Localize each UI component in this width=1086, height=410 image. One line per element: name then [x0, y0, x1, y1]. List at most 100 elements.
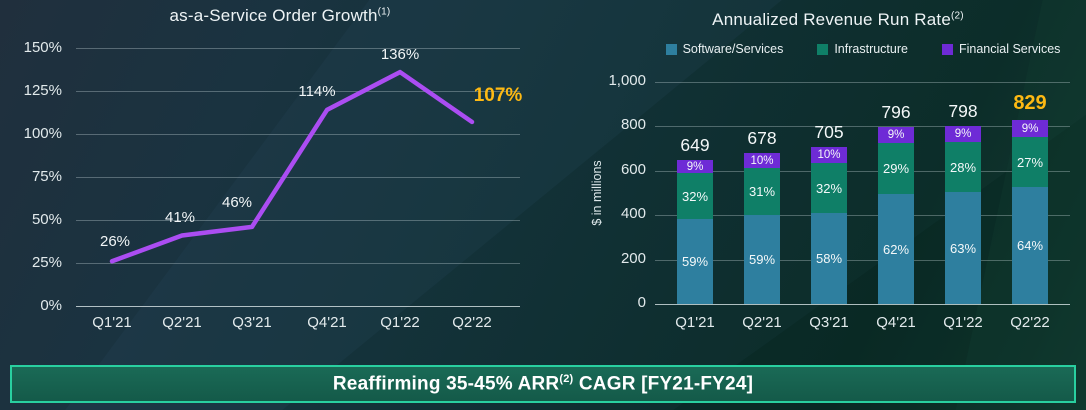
segment-percent-label: 32% [815, 180, 843, 196]
data-label-Q1'22: 136% [380, 46, 420, 64]
gridline-100% [76, 134, 520, 135]
x-tick-label: Q1'22 [943, 314, 983, 331]
gridline-150% [76, 48, 520, 49]
cagr-banner-prefix: Reaffirming 35-45% ARR [332, 373, 560, 395]
segment-percent-label: 10% [750, 154, 774, 167]
bar-total-Q1'21: 649 [680, 135, 710, 155]
segment-infrastructure: 27% [1012, 137, 1048, 187]
x-tick-label: Q1'22 [380, 314, 420, 331]
x-tick-label: Q2'21 [162, 314, 202, 331]
legend-label: Financial Services [958, 42, 1061, 56]
bar-Q1'21: 9% 32% 59% [677, 160, 713, 304]
segment-percent-label: 64% [1016, 238, 1044, 253]
segment-percent-label: 27% [1016, 154, 1044, 170]
legend-label: Infrastructure [834, 42, 908, 56]
bar-Q2'22: 9% 27% 64% [1012, 120, 1048, 304]
segment-financial-services: 9% [677, 160, 713, 173]
segment-percent-label: 31% [748, 184, 776, 199]
y-tick-label: 400 [620, 205, 646, 222]
segment-infrastructure: 32% [677, 173, 713, 219]
bar-Q4'21: 9% 29% 62% [878, 127, 914, 304]
x-tick-label: Q3'21 [809, 314, 849, 331]
growth-line-series [109, 69, 475, 264]
segment-software-services: 63% [945, 192, 981, 304]
data-label-Q3'21: 46% [221, 193, 253, 211]
x-tick-label: Q2'22 [452, 314, 492, 331]
arr-title: Annualized Revenue Run Rate(2) [593, 10, 1083, 30]
x-tick-label: Q4'21 [307, 314, 347, 331]
segment-infrastructure: 29% [878, 143, 914, 194]
gridline-75% [76, 177, 520, 178]
y-tick-label: 75% [31, 168, 62, 185]
x-tick-label: Q3'21 [232, 314, 272, 331]
segment-financial-services: 9% [945, 126, 981, 142]
order-growth-title-text: as-a-Service Order Growth [169, 6, 378, 25]
x-tick-label: Q2'22 [1010, 314, 1050, 331]
cagr-banner-footnote: (2) [559, 372, 574, 385]
x-tick-label: Q4'21 [876, 314, 916, 331]
y-tick-label: 0 [637, 294, 646, 311]
bar-total-Q2'22: 829 [1013, 92, 1047, 114]
segment-percent-label: 59% [681, 254, 709, 269]
y-tick-label: 1,000 [608, 71, 646, 89]
gridline-400 [655, 215, 1070, 216]
gridline-200 [655, 259, 1070, 261]
segment-software-services: 58% [811, 213, 847, 304]
segment-percent-label: 9% [1021, 122, 1039, 135]
order-growth-title: as-a-Service Order Growth(1) [0, 6, 560, 26]
segment-financial-services: 10% [811, 147, 847, 163]
y-tick-label: 800 [620, 116, 646, 133]
data-label-Q2'21: 41% [164, 209, 196, 227]
y-tick-label: 0% [40, 297, 62, 314]
bar-Q1'22: 9% 28% 63% [945, 126, 981, 304]
cagr-banner-text: Reaffirming 35-45% ARR(2) CAGR [FY21-FY2… [333, 373, 753, 395]
segment-percent-label: 29% [882, 161, 910, 176]
gridline-0% [76, 306, 520, 307]
segment-percent-label: 9% [954, 128, 972, 140]
cagr-banner: Reaffirming 35-45% ARR(2) CAGR [FY21-FY2… [10, 365, 1076, 403]
data-label-Q1'21: 26% [99, 233, 131, 251]
x-tick-label: Q1'21 [675, 314, 715, 331]
y-tick-label: 600 [620, 160, 646, 178]
legend-item-financial-services: Financial Services [941, 42, 1061, 56]
arr-title-footnote: (2) [951, 10, 964, 22]
bar-total-Q2'21: 678 [747, 128, 777, 148]
gridline-25% [76, 263, 520, 264]
y-tick-label: 25% [31, 254, 62, 271]
legend-swatch-icon [817, 43, 829, 55]
segment-percent-label: 62% [882, 241, 910, 257]
segment-percent-label: 59% [748, 252, 776, 267]
y-tick-label: 200 [620, 249, 646, 267]
legend-swatch-icon [941, 43, 953, 55]
cagr-banner-suffix: CAGR [FY21-FY24] [573, 373, 754, 395]
segment-percent-label: 28% [949, 159, 977, 175]
segment-software-services: 59% [744, 215, 780, 304]
segment-software-services: 62% [878, 194, 914, 304]
segment-percent-label: 9% [887, 129, 905, 141]
segment-percent-label: 10% [817, 149, 841, 161]
segment-software-services: 64% [1012, 187, 1048, 304]
gridline-0 [655, 304, 1070, 305]
segment-infrastructure: 32% [811, 163, 847, 213]
arr-title-text: Annualized Revenue Run Rate [712, 10, 951, 29]
y-tick-label: 100% [23, 125, 62, 142]
legend: Software/Services Infrastructure Financial… [648, 42, 1078, 56]
y-tick-label: 150% [23, 39, 62, 56]
bar-total-Q1'22: 798 [948, 101, 978, 121]
bar-total-Q4'21: 796 [881, 102, 911, 122]
segment-financial-services: 9% [1012, 120, 1048, 137]
segment-financial-services: 9% [878, 127, 914, 143]
segment-infrastructure: 31% [744, 168, 780, 215]
segment-percent-label: 63% [949, 240, 977, 256]
data-label-Q4'21: 114% [298, 82, 336, 100]
y-tick-label: 50% [31, 211, 62, 228]
segment-financial-services: 10% [744, 153, 780, 168]
legend-label: Software/Services [682, 42, 784, 56]
gridline-800 [655, 126, 1070, 127]
segment-infrastructure: 28% [945, 142, 981, 192]
segment-software-services: 59% [677, 219, 713, 304]
growth-line [109, 69, 475, 264]
